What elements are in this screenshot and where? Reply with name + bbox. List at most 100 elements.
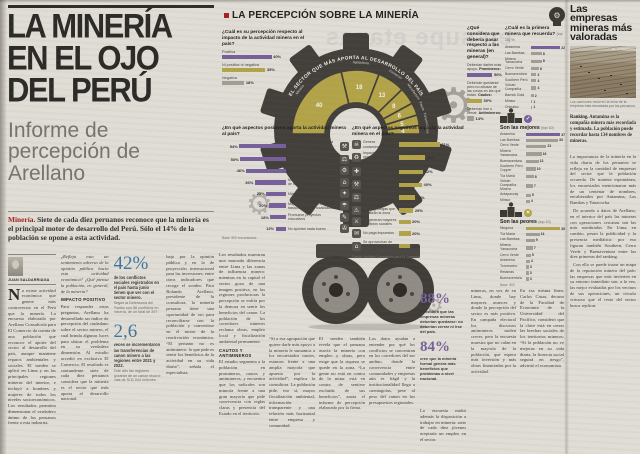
company-name: Southern Perú Copper <box>500 164 523 172</box>
company-name: Antamina <box>500 258 515 263</box>
bar-value: 12% <box>266 226 275 232</box>
bar-row: ⚠ Se dan huelgas que paralizan la zona 25% <box>352 206 464 216</box>
bar-value: 5 <box>531 193 534 198</box>
bar <box>399 219 411 225</box>
option-label: Deberían darles más apoyo. Promineros: <box>467 63 502 72</box>
bar <box>399 208 414 213</box>
sidebar-lead: Ranking. Antamina es la compañía minera … <box>570 115 636 146</box>
chart-rows: Deberían darles más apoyo. Promineros: 56… <box>467 63 502 121</box>
divider <box>8 211 214 212</box>
bar <box>531 67 540 71</box>
article-column: Los datos ayudan a entender por qué los … <box>369 336 415 451</box>
bar-value: 20% <box>259 203 268 209</box>
economy-icon: ⚖ <box>340 154 349 164</box>
bar-value: 3 <box>529 265 532 270</box>
bar-value: 8 <box>534 174 537 179</box>
bar-cell: 14 <box>526 232 565 236</box>
bar-value: 8 <box>542 51 545 56</box>
ranking-row: Las Bambas 9 <box>500 238 565 243</box>
conflicts-icon: ⚔ <box>352 217 361 227</box>
ranking-row: Cerro Verde 5 <box>500 252 565 258</box>
author-photo <box>8 257 23 276</box>
stat-source: Según la Defensoría del Pueblo son 88 co… <box>113 301 159 315</box>
bar <box>531 93 534 98</box>
bar <box>399 155 426 160</box>
ranking-row: Buenaventura 13 <box>500 158 565 164</box>
stat-conflicts: 42% de los conflictos sociales registrad… <box>114 254 162 315</box>
article-text: bajo por la opinión pública y en la de p… <box>166 254 214 375</box>
bar <box>531 78 537 83</box>
bar-cell: 4 <box>526 259 565 263</box>
bar-cell: 3 <box>526 271 565 275</box>
company-name: Buenaventura <box>500 158 522 163</box>
bar-value: 19% <box>411 243 420 249</box>
company-name: Cerro Verde <box>500 252 519 257</box>
bar-value: 30% <box>483 98 492 104</box>
bar-value: 3 <box>529 276 532 281</box>
podium-icon <box>500 202 522 217</box>
bar-row: Ni positiva ni negativa 35% <box>222 63 310 72</box>
bar-value: 18% <box>245 80 254 86</box>
bar-value: 46% <box>236 168 245 174</box>
bar-row: Negativa 18% <box>222 76 310 86</box>
article-text: Para responder estas preguntas, Arellano… <box>60 303 109 402</box>
bar-cell: 4 <box>526 199 565 203</box>
option-label: Deberían quedarse pero no abusar de las … <box>467 80 501 98</box>
company-name: Volcan Compañía <box>505 83 522 92</box>
gauge-segment-label: Otros <box>425 125 430 134</box>
bar-value: 25% <box>414 208 423 214</box>
bar-value: 18% <box>260 214 269 220</box>
bar-value: 42% <box>424 169 433 175</box>
stat-caption: veces se incrementaron las transferencia… <box>113 342 161 368</box>
chart-what-should-happen: ¿Qué considera que debería pasar respect… <box>467 26 502 125</box>
survey-option: Deberían quedarse pero no abusar de las … <box>467 80 502 104</box>
section-subhead: CAUTOS Y ANTIMINEROS <box>219 347 252 358</box>
bar-cell: 19% <box>399 244 464 249</box>
bar-cell: 3 <box>526 277 565 281</box>
title-tick-icon <box>224 13 229 18</box>
gauge-segment-label: Pesca <box>418 101 425 111</box>
bar-row: Positiva 40% <box>222 50 310 60</box>
bar-cell: 13 <box>526 159 565 163</box>
big-stat: 88% considera que las empresas mineras d… <box>420 292 466 334</box>
article-text: Con ello se puede trazar un mapa de la r… <box>570 262 636 308</box>
bar-row: ⚖ Se lleva la estabilidad de sus ingresos… <box>352 192 464 204</box>
bar-value: 20% <box>412 230 421 236</box>
big-stat: 84% cree que la minería formal genera má… <box>420 339 466 381</box>
health-icon: ✚ <box>352 167 361 177</box>
bar-value: 1 <box>533 99 536 104</box>
mine-photo: EL COMERCIO <box>570 46 636 98</box>
bar-value: 10 <box>536 166 541 171</box>
bar-cell: 46% <box>222 168 286 173</box>
bar <box>531 72 537 77</box>
bar-row: 46% Promueve proyectos de desarrollo soci… <box>222 166 349 176</box>
chart-rows: Antamina 22 Las Bambas 8 Minera Yanacocha 8 Ce… <box>505 44 565 110</box>
article-column: El sondeo también revela que el peruano … <box>319 336 365 451</box>
ranking-title-text: Son las peores <box>500 218 537 225</box>
bar-value: 3 <box>529 271 532 276</box>
bar-row: ⚒ Usa en exceso los recursos naturales 40% <box>352 180 464 190</box>
bar-cell: 33 <box>526 138 565 142</box>
bar-label: Se aprovechan de las localidades cercana… <box>363 240 393 253</box>
bar <box>531 105 533 110</box>
ranking-row: Buenaventura 4 <box>505 72 565 77</box>
gauge-segment-value: 6 <box>398 114 402 120</box>
company-name: Antamina <box>505 44 520 49</box>
infrastructure-icon: ⌂ <box>340 177 349 187</box>
bar-value: 6 <box>540 66 543 71</box>
ranking-row: Toromocho 3 <box>500 265 565 270</box>
chart-question: ¿En qué aspectos positivos aporta la act… <box>222 126 346 137</box>
ranking-row: Volcan Compañía Minera 7 <box>500 180 565 191</box>
chart-rows: 54% Más bolsas de trabajo por la operació… <box>222 140 349 234</box>
bar-value: 4 <box>537 72 540 77</box>
bar-value: 14% <box>475 116 484 122</box>
bar-value: 35 <box>561 226 565 231</box>
headline-line-2: EN EL OJO <box>7 38 160 78</box>
bar <box>526 167 536 171</box>
stat-source: Este año las regiones gozarán de un cano… <box>113 368 161 383</box>
stat-canon: 2,6 veces se incrementaron las transfere… <box>114 322 162 383</box>
option-label: Deberían irse o cerrar. Antimineros: <box>467 106 502 116</box>
bar <box>222 54 272 60</box>
byline: JUAN SALDARRIAGA <box>8 254 56 285</box>
sidebar-lead-text: Antamina es la compañía minera más recor… <box>570 115 636 145</box>
